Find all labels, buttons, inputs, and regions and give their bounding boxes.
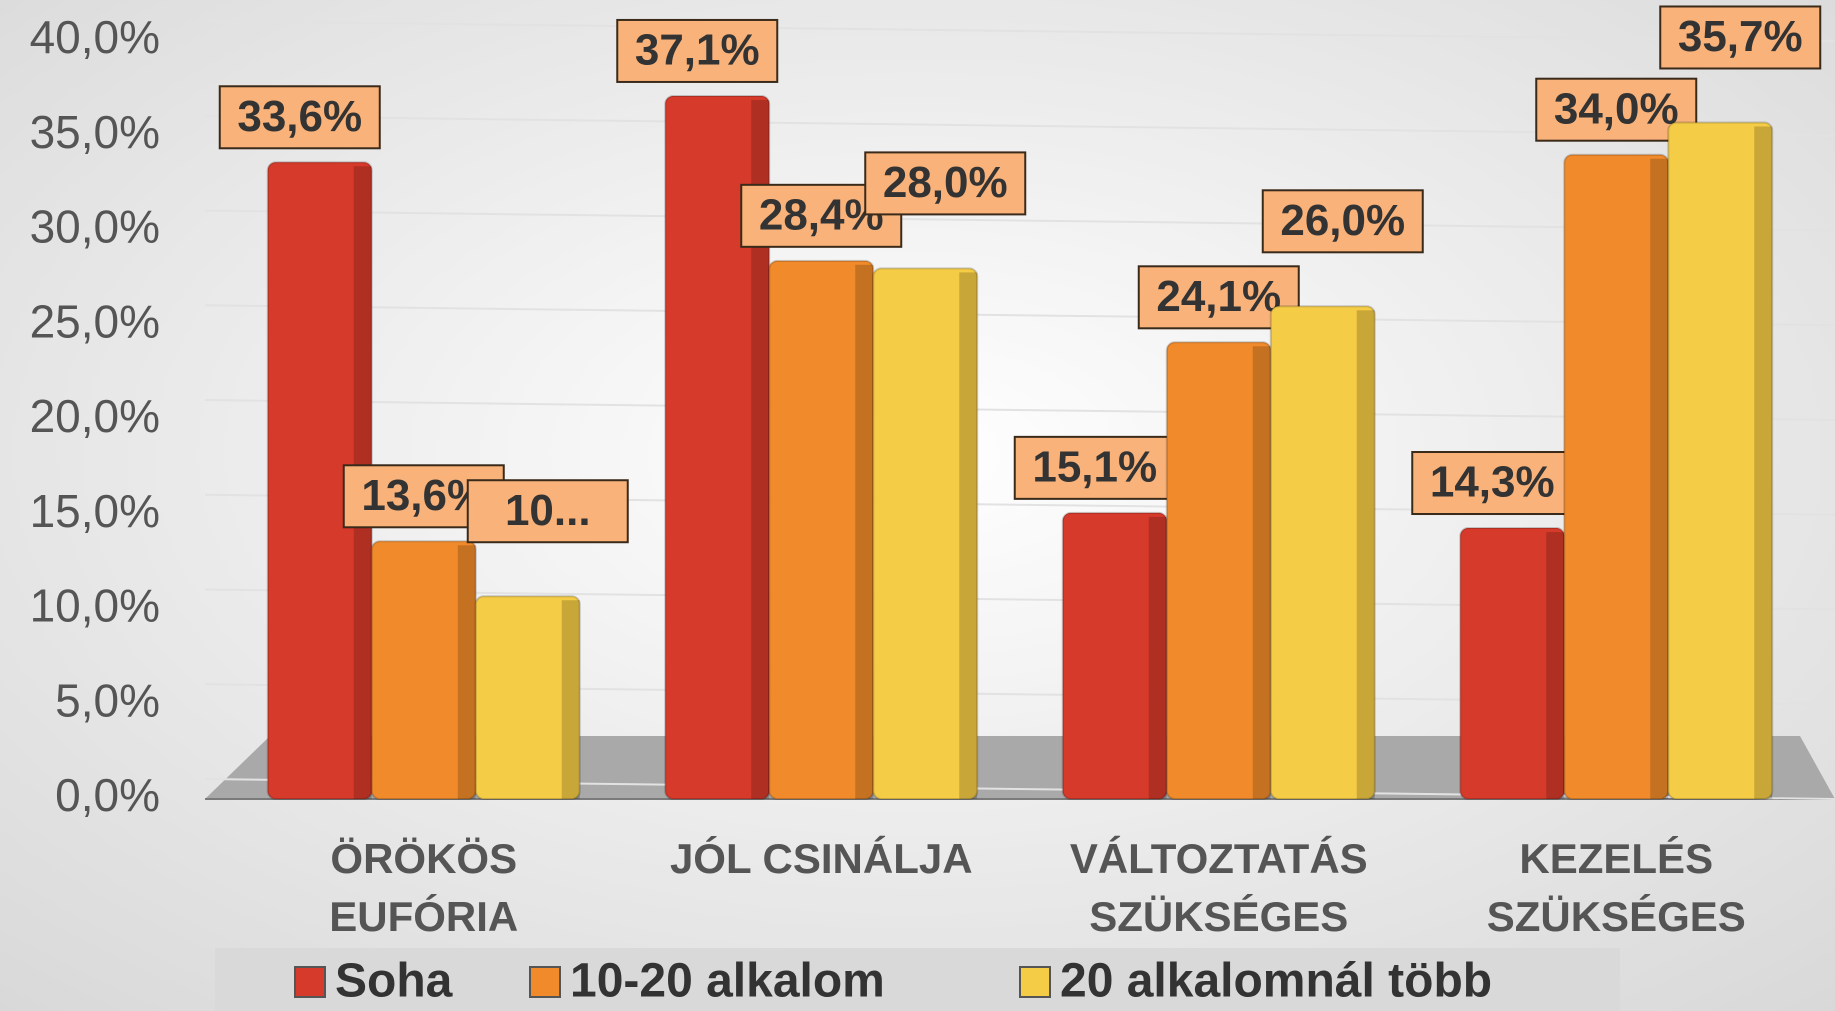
x-tick-label: KEZELÉS — [1519, 835, 1713, 882]
data-label-box — [1411, 451, 1574, 516]
legend-label: 20 alkalomnál több — [1060, 955, 1492, 1008]
bar-side — [1356, 310, 1375, 799]
legend-swatch — [529, 966, 561, 998]
legend-swatch — [1019, 966, 1051, 998]
grid-line — [204, 399, 1835, 421]
data-label: 28,4% — [759, 190, 884, 239]
bar-side — [1650, 158, 1669, 799]
data-label: 28,0% — [883, 158, 1008, 207]
data-label: 13,6% — [361, 471, 486, 520]
y-tick-label: 40,0% — [30, 11, 160, 63]
legend-swatch — [294, 966, 326, 998]
data-label: 26,0% — [1280, 196, 1405, 245]
bar — [474, 595, 581, 800]
grid-line — [204, 209, 1835, 232]
y-tick-label: 0,0% — [55, 769, 160, 821]
y-tick-label: 20,0% — [30, 390, 160, 442]
bar-side — [855, 264, 874, 799]
bar-side — [1546, 532, 1565, 799]
legend-label: Soha — [335, 955, 453, 1008]
x-tick-label: ÖRÖKÖS — [330, 835, 517, 882]
x-tick-label: EUFÓRIA — [329, 892, 518, 940]
bar-side — [1148, 516, 1167, 799]
bar-side — [751, 99, 770, 799]
y-tick-label: 25,0% — [30, 295, 160, 347]
data-label: 10... — [505, 486, 591, 535]
y-tick-label: 10,0% — [30, 580, 160, 632]
data-label: 15,1% — [1032, 442, 1157, 491]
y-tick-label: 35,0% — [30, 106, 160, 158]
bar-side — [1754, 126, 1773, 800]
bar — [1667, 121, 1774, 801]
x-tick-label: SZÜKSÉGES — [1089, 893, 1348, 940]
bar-side — [457, 545, 476, 799]
data-label: 33,6% — [237, 92, 362, 141]
data-label: 24,1% — [1156, 272, 1281, 321]
data-label: 37,1% — [635, 26, 760, 75]
x-tick-label: VÁLTOZTATÁS — [1070, 835, 1368, 882]
legend-label: 10-20 alkalom — [570, 955, 885, 1008]
data-label-box — [1659, 5, 1822, 70]
legend-box — [215, 948, 1620, 1011]
bar — [872, 267, 979, 800]
x-tick-label: JÓL CSINÁLJA — [670, 834, 973, 882]
data-label-box — [616, 18, 779, 83]
data-label-box — [1013, 435, 1176, 500]
x-tick-label: SZÜKSÉGES — [1487, 893, 1746, 940]
bar-side — [1252, 346, 1271, 799]
data-label: 35,7% — [1678, 12, 1803, 61]
grid-line — [204, 20, 1835, 42]
bar-side — [561, 600, 580, 799]
y-tick-label: 15,0% — [30, 485, 160, 537]
y-tick-label: 30,0% — [30, 201, 160, 253]
y-tick-label: 5,0% — [55, 674, 160, 726]
data-label-box — [1261, 189, 1424, 254]
bar-side — [959, 272, 978, 799]
grid-line — [204, 304, 1835, 327]
data-label-box — [864, 151, 1027, 216]
data-label: 14,3% — [1430, 458, 1555, 507]
bar — [1269, 305, 1376, 800]
data-label-box — [218, 85, 381, 150]
data-label: 34,0% — [1554, 84, 1679, 133]
data-label-box — [466, 479, 629, 544]
